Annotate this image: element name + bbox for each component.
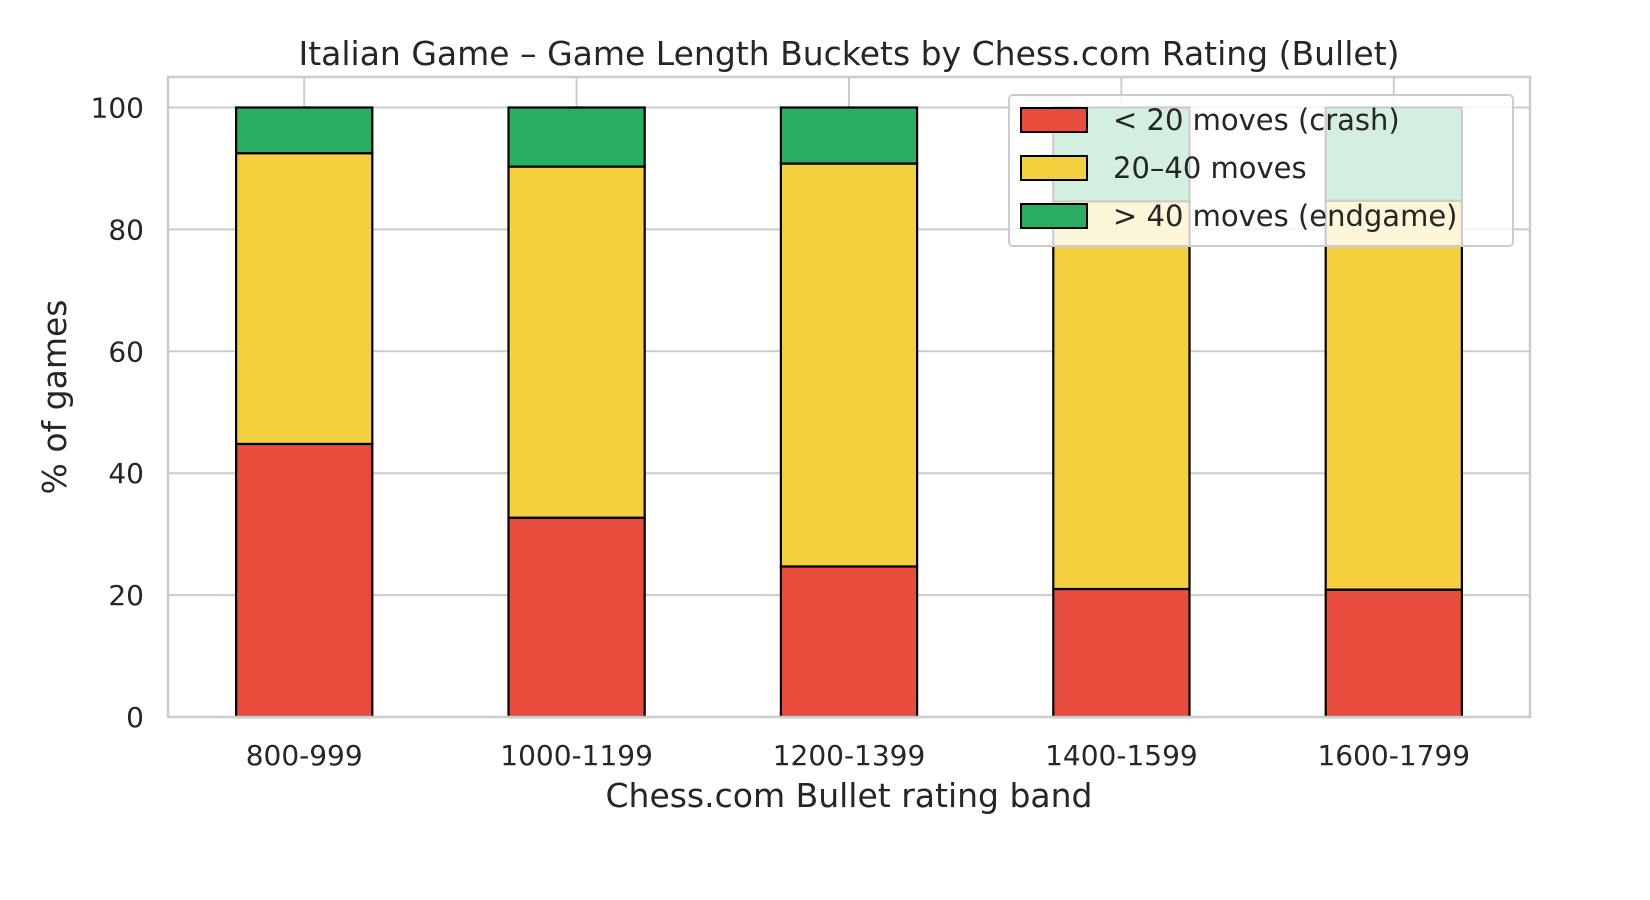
y-tick-label: 60 (108, 335, 144, 368)
x-tick-label: 1600-1799 (1317, 739, 1470, 772)
x-tick-labels: 800-999 1000-1199 1200-1399 1400-1599 1600-1… (246, 739, 1470, 772)
bar-segment (507, 106, 646, 168)
bar-segment (1052, 587, 1191, 719)
y-tick-label: 100 (91, 91, 144, 124)
legend-swatch (1020, 107, 1088, 133)
y-axis-label: % of games (35, 300, 74, 495)
chart-title: Italian Game – Game Length Buckets by Ch… (298, 34, 1399, 73)
plot-frame (166, 75, 1532, 719)
legend-label: > 40 moves (endgame) (1113, 199, 1458, 233)
legend-box (1008, 94, 1514, 247)
y-tick-label: 80 (108, 213, 144, 246)
x-tick-label: 1400-1599 (1045, 739, 1198, 772)
y-tick-label: 0 (126, 701, 144, 734)
bar-segment (235, 442, 374, 719)
bar-segment (1324, 199, 1463, 591)
y-tick-labels: 0 20 40 60 80 100 (91, 91, 144, 734)
x-tick-label: 1200-1399 (773, 739, 926, 772)
bar-segment (779, 565, 919, 719)
y-tick-label: 40 (108, 457, 144, 490)
bar-segment (507, 165, 646, 519)
bar-segment (235, 106, 374, 155)
y-tick-label: 20 (108, 579, 144, 612)
bar-segment (779, 162, 919, 568)
x-axis-label: Chess.com Bullet rating band (605, 776, 1092, 815)
legend-label: 20–40 moves (1113, 151, 1307, 185)
legend-items: < 20 moves (crash) 20–40 moves > 40 moves … (1020, 103, 1458, 233)
legend-swatch (1020, 203, 1088, 229)
legend-swatch (1020, 155, 1088, 181)
bar-segment (779, 106, 919, 165)
legend-label: < 20 moves (crash) (1113, 103, 1400, 137)
bar-segment (1324, 588, 1463, 719)
x-tick-label: 800-999 (246, 739, 363, 772)
bar-segment (507, 516, 646, 719)
bar-segment (1052, 200, 1191, 591)
bar-segment (235, 152, 374, 446)
legend: < 20 moves (crash) 20–40 moves > 40 moves … (1008, 94, 1514, 247)
x-tick-label: 1000-1199 (500, 739, 653, 772)
